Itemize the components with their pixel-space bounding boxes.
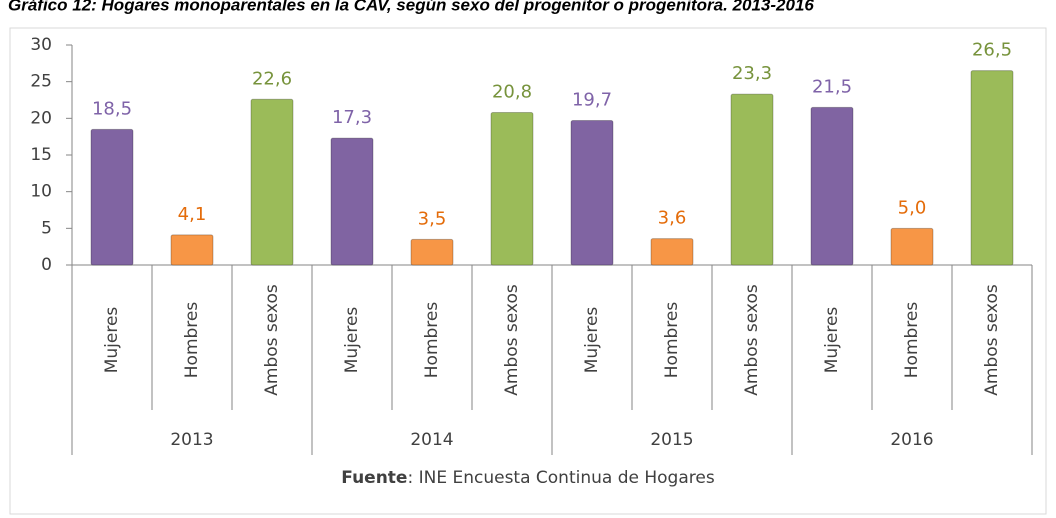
x-tick-label: Ambos sexos [742, 284, 762, 396]
x-tick-label: Hombres [902, 302, 922, 379]
x-tick-label: Mujeres [102, 307, 122, 374]
source-label: Fuente [341, 468, 407, 488]
value-label: 18,5 [92, 98, 132, 119]
y-tick-label: 30 [30, 35, 52, 55]
x-tick-label: Ambos sexos [502, 284, 522, 396]
bar [410, 238, 454, 266]
value-label: 17,3 [332, 107, 372, 128]
group-label: 2013 [170, 430, 213, 450]
value-label: 23,3 [732, 63, 772, 84]
x-tick-label: Mujeres [342, 307, 362, 374]
y-tick-label: 5 [41, 218, 52, 238]
bar [330, 137, 374, 266]
group-label: 2016 [890, 430, 933, 450]
bar [890, 227, 934, 266]
value-label: 26,5 [972, 40, 1012, 61]
x-tick-label: Hombres [662, 302, 682, 379]
value-label: 4,1 [178, 204, 207, 225]
y-tick-label: 15 [30, 145, 52, 165]
value-label: 20,8 [492, 81, 532, 102]
bar [810, 106, 854, 266]
y-tick-label: 0 [41, 255, 52, 275]
x-tick-label: Hombres [182, 302, 202, 379]
y-tick-label: 25 [30, 72, 52, 92]
value-label: 3,6 [658, 208, 687, 229]
bar [490, 111, 534, 266]
value-label: 21,5 [812, 76, 852, 97]
x-tick-label: Ambos sexos [262, 284, 282, 396]
bar [570, 120, 614, 266]
bar [170, 234, 214, 266]
group-label: 2014 [410, 430, 453, 450]
x-tick-label: Mujeres [822, 307, 842, 374]
x-tick-label: Ambos sexos [982, 284, 1002, 396]
bar [250, 98, 294, 266]
value-label: 19,7 [572, 90, 612, 111]
value-label: 3,5 [418, 208, 447, 229]
bar [970, 70, 1014, 266]
y-tick-label: 10 [30, 182, 52, 202]
value-label: 5,0 [898, 197, 927, 218]
y-tick-label: 20 [30, 108, 52, 128]
bar [90, 128, 134, 266]
chart-border [9, 27, 1047, 515]
chart-title: Gráfico 12: Hogares monoparentales en la… [8, 0, 814, 14]
source-text: : INE Encuesta Continua de Hogares [407, 468, 714, 488]
bar [650, 238, 694, 266]
x-tick-label: Hombres [422, 302, 442, 379]
source: Fuente: INE Encuesta Continua de Hogares [341, 468, 715, 488]
group-label: 2015 [650, 430, 693, 450]
value-label: 22,6 [252, 68, 292, 89]
x-tick-label: Mujeres [582, 307, 602, 374]
bar [730, 93, 774, 266]
